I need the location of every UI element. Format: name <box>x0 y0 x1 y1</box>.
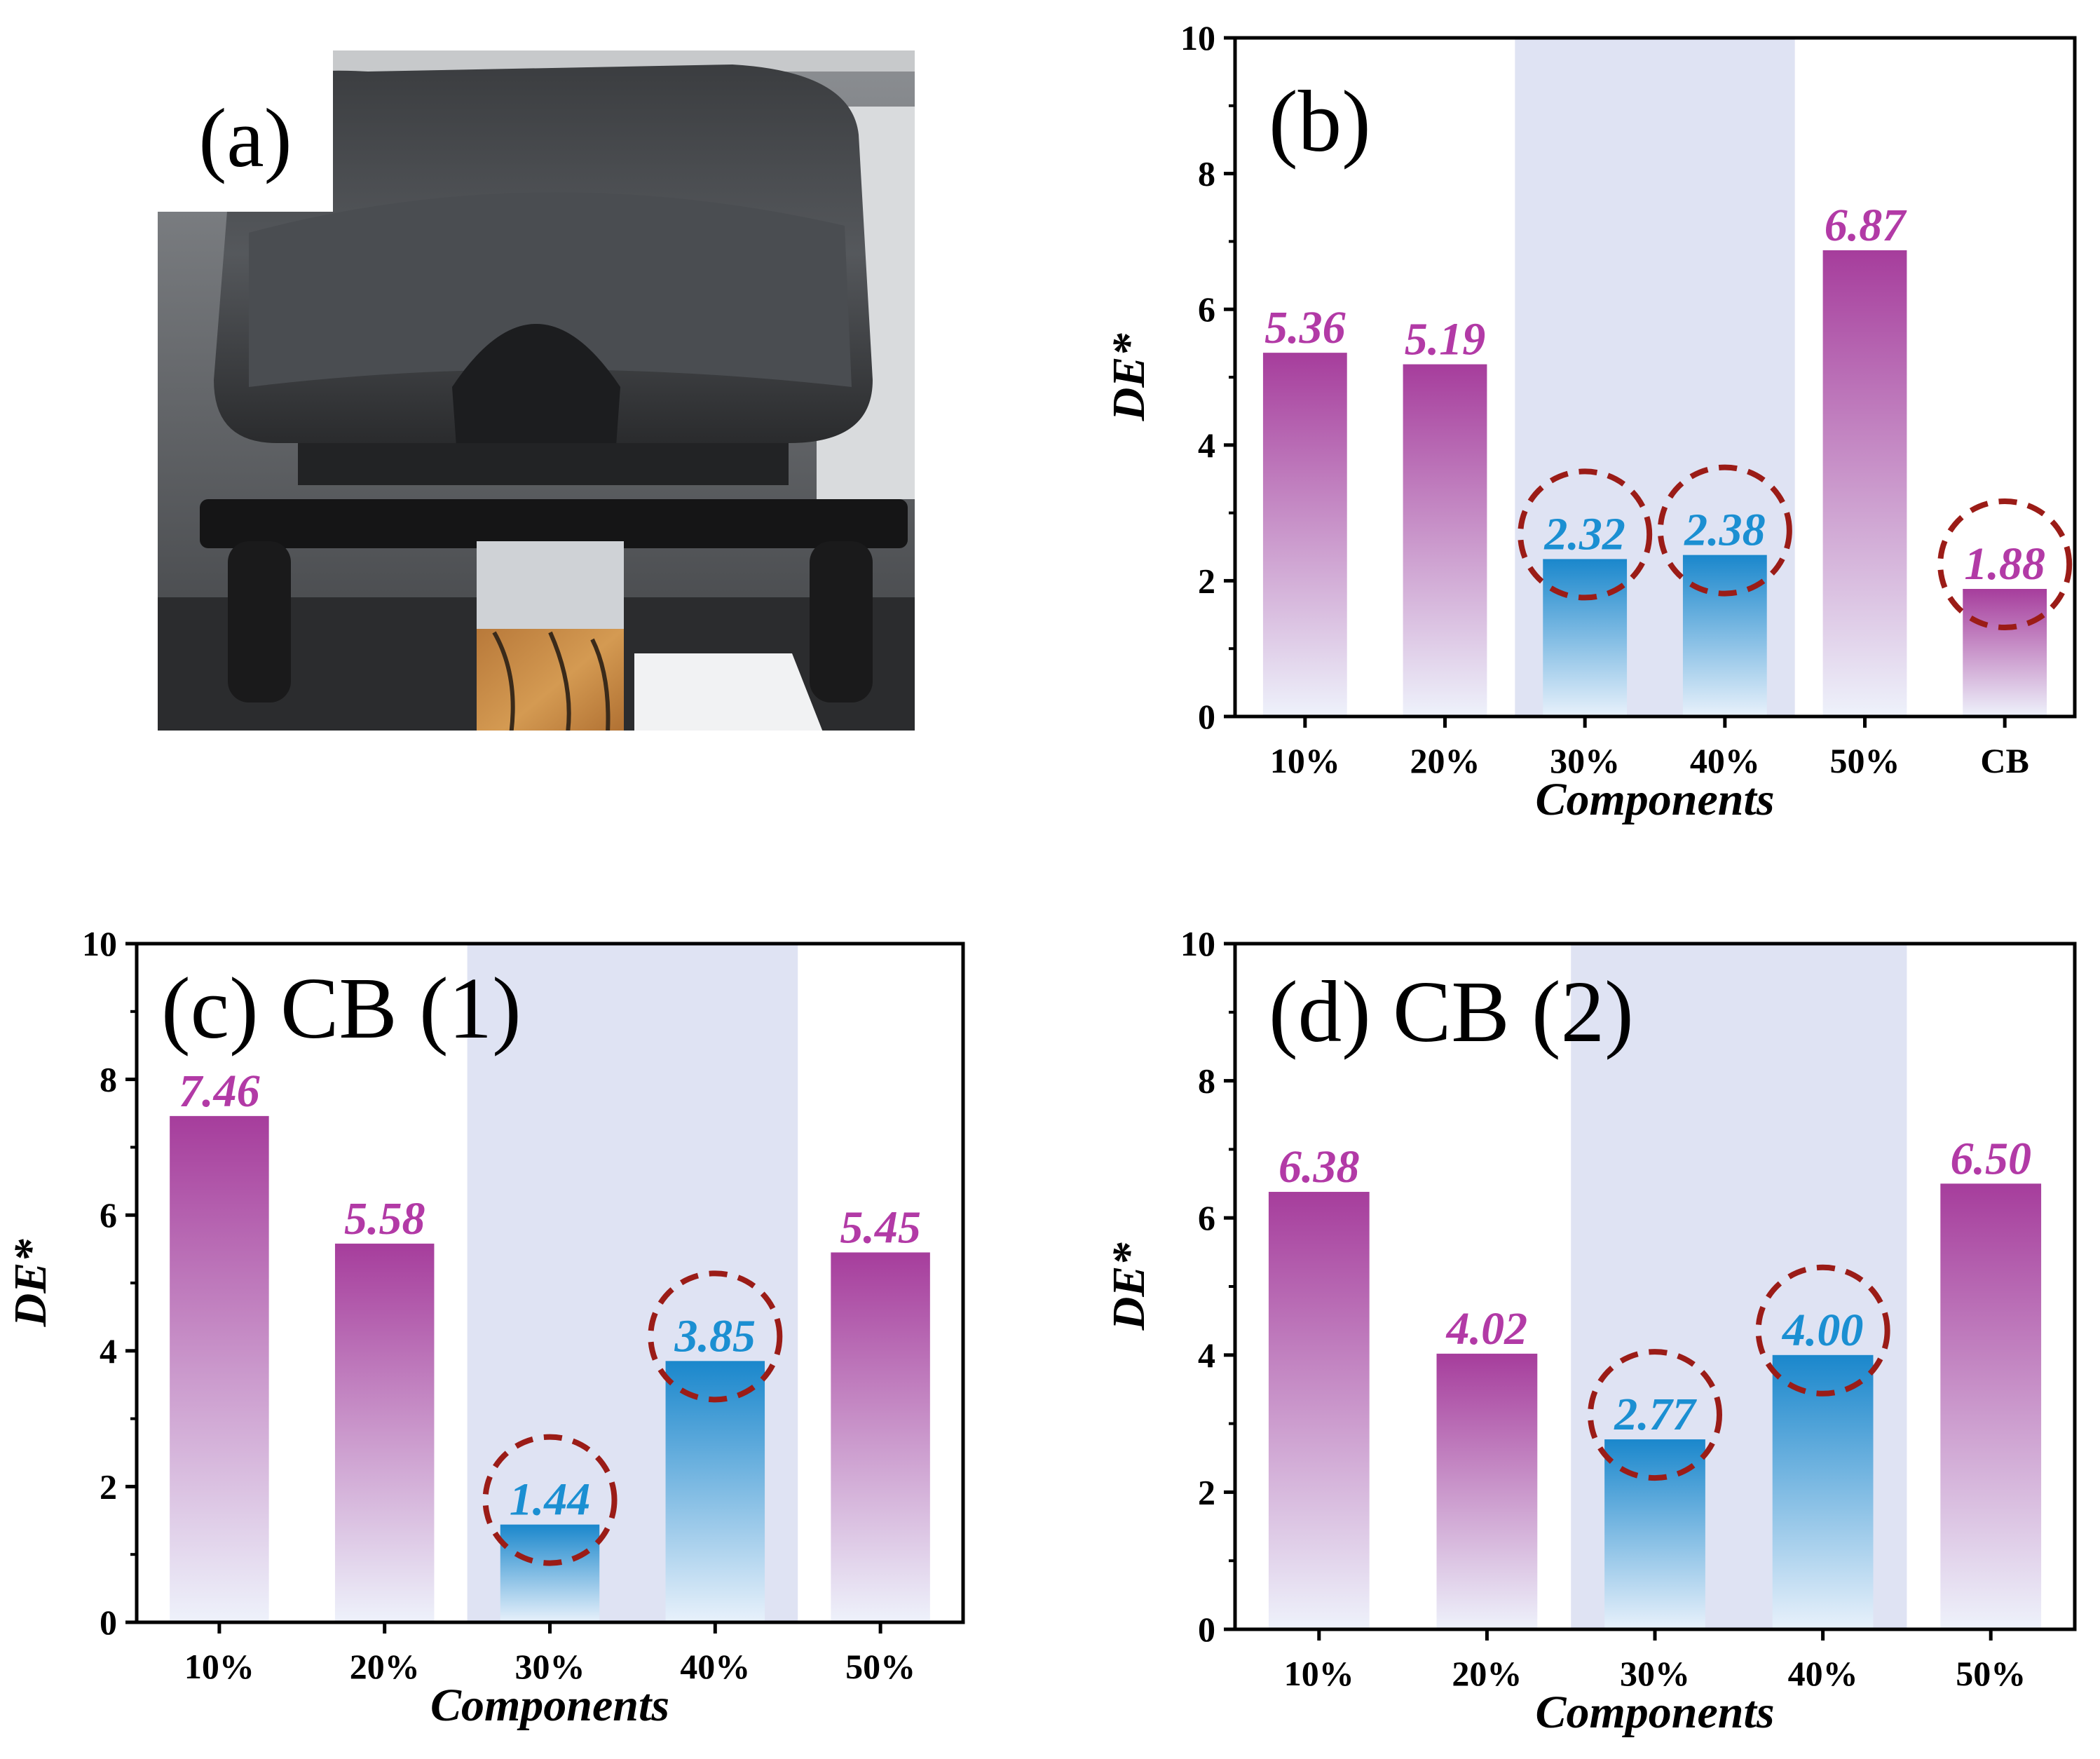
data-label: 6.38 <box>1279 1141 1360 1193</box>
x-axis-title: Components <box>1535 1687 1774 1738</box>
bar-10% <box>1268 1192 1370 1629</box>
x-tick-label: 20% <box>1452 1654 1522 1693</box>
y-axis-title: DE* <box>1103 333 1154 422</box>
y-axis-title: DE* <box>1103 1242 1154 1331</box>
y-tick-label: 4 <box>1198 1336 1215 1375</box>
bar-20% <box>1436 1353 1538 1629</box>
bar-40% <box>1682 555 1767 716</box>
bar-20% <box>334 1243 435 1622</box>
bar-20% <box>1403 364 1487 716</box>
y-tick-label: 0 <box>100 1603 117 1642</box>
x-tick-label: 30% <box>1550 741 1620 780</box>
x-tick-label: 20% <box>1410 741 1480 780</box>
panel-a-label: (a) <box>198 91 292 184</box>
x-tick-label: 20% <box>350 1647 420 1686</box>
y-tick-label: 6 <box>1198 1198 1215 1237</box>
bar-10% <box>1262 353 1347 717</box>
bar-30% <box>500 1524 600 1622</box>
y-tick-label: 8 <box>100 1060 117 1099</box>
chart-d: 6.38 4.02 2.77 4.00 6.50 0 2 4 6 8 10 10% 20% 30% 40% 5… <box>1103 924 2077 1738</box>
calibration-card <box>634 653 823 731</box>
y-axis-title: DE* <box>5 1239 56 1328</box>
data-label: 4.00 <box>1781 1305 1864 1356</box>
y-tick-label: 10 <box>1180 18 1215 57</box>
y-tick-label: 6 <box>100 1195 117 1235</box>
bar-CB <box>1963 589 2047 716</box>
panel-title: (b) <box>1269 74 1371 170</box>
y-tick-label: 4 <box>100 1331 117 1371</box>
x-tick-label: 10% <box>184 1647 254 1686</box>
y-tick-label: 4 <box>1198 426 1215 465</box>
highlight-circle <box>1657 464 1792 597</box>
photo-panel-a: (a) <box>158 50 915 731</box>
x-axis-title: Components <box>1535 774 1774 825</box>
y-tick-label: 10 <box>82 924 117 963</box>
y-tick-label: 0 <box>1198 697 1215 736</box>
data-label: 4.02 <box>1445 1303 1528 1354</box>
data-label: 6.50 <box>1950 1133 2031 1184</box>
bar-50% <box>1822 250 1907 716</box>
panel-title: (c) CB (1) <box>161 960 521 1057</box>
x-tick-label: 10% <box>1270 741 1340 780</box>
data-label: 6.87 <box>1825 200 1908 251</box>
y-tick-label: 10 <box>1180 924 1215 963</box>
x-tick-label: CB <box>1980 741 2029 780</box>
chart-b: 5.36 5.19 2.32 2.38 6.87 1.88 0 2 4 6 8 10 10% 20% 30%… <box>1103 18 2077 825</box>
y-tick-label: 0 <box>1198 1610 1215 1649</box>
x-tick-label: 30% <box>1620 1654 1690 1693</box>
bar-40% <box>665 1361 765 1622</box>
data-label: 5.45 <box>840 1202 921 1253</box>
x-tick-label: 50% <box>1956 1654 2026 1693</box>
specimen-wrap <box>477 541 624 632</box>
highlight-circle <box>482 1434 618 1566</box>
bar-50% <box>831 1252 930 1622</box>
data-label: 3.85 <box>674 1310 756 1361</box>
bar-50% <box>1940 1183 2042 1629</box>
y-tick-label: 2 <box>100 1467 117 1506</box>
highlight-circle <box>1588 1349 1722 1481</box>
data-label: 2.77 <box>1614 1389 1698 1440</box>
y-tick-label: 8 <box>1198 154 1215 193</box>
data-label: 5.58 <box>344 1193 425 1244</box>
y-tick-label: 2 <box>1198 561 1215 600</box>
x-tick-label: 50% <box>1830 741 1900 780</box>
data-label: 1.88 <box>1964 538 2045 590</box>
x-tick-label: 40% <box>1690 741 1760 780</box>
x-axis-title: Components <box>430 1680 669 1731</box>
instrument-stand <box>200 499 908 548</box>
highlight-circle <box>648 1270 783 1403</box>
bar-30% <box>1543 559 1628 716</box>
x-tick-label: 50% <box>845 1647 915 1686</box>
data-label: 5.36 <box>1264 302 1346 353</box>
data-label: 7.46 <box>179 1066 260 1117</box>
y-tick-label: 8 <box>1198 1061 1215 1101</box>
y-tick-label: 6 <box>1198 290 1215 329</box>
bar-40% <box>1772 1354 1874 1629</box>
x-tick-label: 40% <box>680 1647 750 1686</box>
data-label: 5.19 <box>1405 314 1486 365</box>
highlight-circle <box>1755 1264 1890 1397</box>
y-tick-label: 2 <box>1198 1472 1215 1512</box>
x-tick-label: 30% <box>515 1647 585 1686</box>
data-label: 2.32 <box>1543 508 1625 559</box>
data-label: 1.44 <box>510 1474 591 1526</box>
x-tick-label: 40% <box>1788 1654 1858 1693</box>
x-tick-label: 10% <box>1284 1654 1354 1693</box>
bar-10% <box>170 1115 269 1622</box>
highlight-circle <box>1937 498 2073 631</box>
highlight-circle <box>1518 468 1653 601</box>
panel-a-label-box <box>158 50 333 212</box>
panel-title: (d) CB (2) <box>1269 964 1634 1061</box>
data-label: 2.38 <box>1684 505 1766 556</box>
chart-c: 7.46 5.58 1.44 3.85 5.45 0 2 4 6 8 10 10% 20% 30% 40% 5… <box>5 924 965 1731</box>
